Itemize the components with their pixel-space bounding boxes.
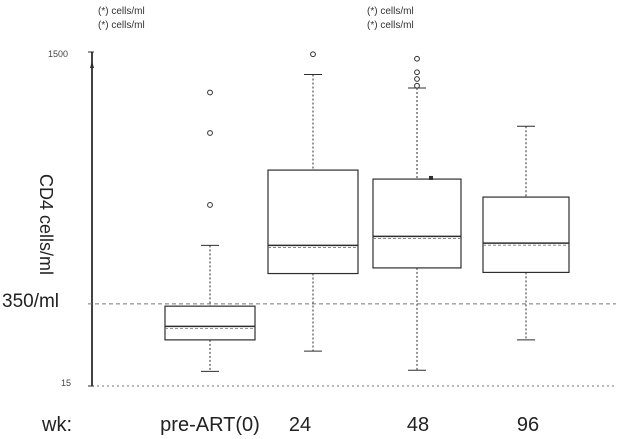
box-24-outlier-1	[310, 51, 316, 58]
box-48-outlier-3	[414, 69, 420, 76]
plot-layer	[88, 51, 616, 387]
reference-line-label: 350/ml	[2, 291, 59, 312]
x-category-label-96: 96	[517, 414, 539, 436]
box-48-outlier-2	[414, 76, 420, 82]
y-axis-label: CD4 cells/ml	[36, 174, 56, 275]
box-48-marker-above-q3	[429, 175, 433, 180]
box-48-rect	[372, 178, 462, 269]
x-category-label-24: 24	[289, 414, 311, 436]
box-pre-art-0-outlier-1	[207, 202, 213, 208]
x-category-label-pre-art: pre-ART(0)	[160, 414, 260, 436]
box-96-rect	[482, 196, 570, 274]
box-24-rect	[267, 169, 359, 275]
x-category-label-48: 48	[407, 414, 429, 436]
annotation-group: (*) cells/ml (*) cells/ml (*) cells/ml (…	[98, 6, 414, 31]
annotation-top-left-1: (*) cells/ml	[98, 6, 145, 17]
y-tick-top-label: 1500	[48, 49, 68, 59]
y-tick-bottom-label: 15	[61, 378, 71, 388]
box-pre-art-0-rect	[164, 305, 256, 341]
box-48-outlier-1	[414, 82, 420, 89]
box-pre-art-0-outlier-2	[207, 130, 213, 136]
box-pre-art-0-outlier-3	[207, 89, 213, 96]
box-48-outlier-4	[414, 55, 420, 62]
axis-arrow-icon	[90, 61, 94, 68]
annotation-top-left-2: (*) cells/ml	[98, 20, 145, 31]
x-axis-prefix: wk:	[41, 414, 72, 436]
annotation-top-mid-1: (*) cells/ml	[367, 6, 414, 17]
annotation-top-mid-2: (*) cells/ml	[367, 20, 414, 31]
